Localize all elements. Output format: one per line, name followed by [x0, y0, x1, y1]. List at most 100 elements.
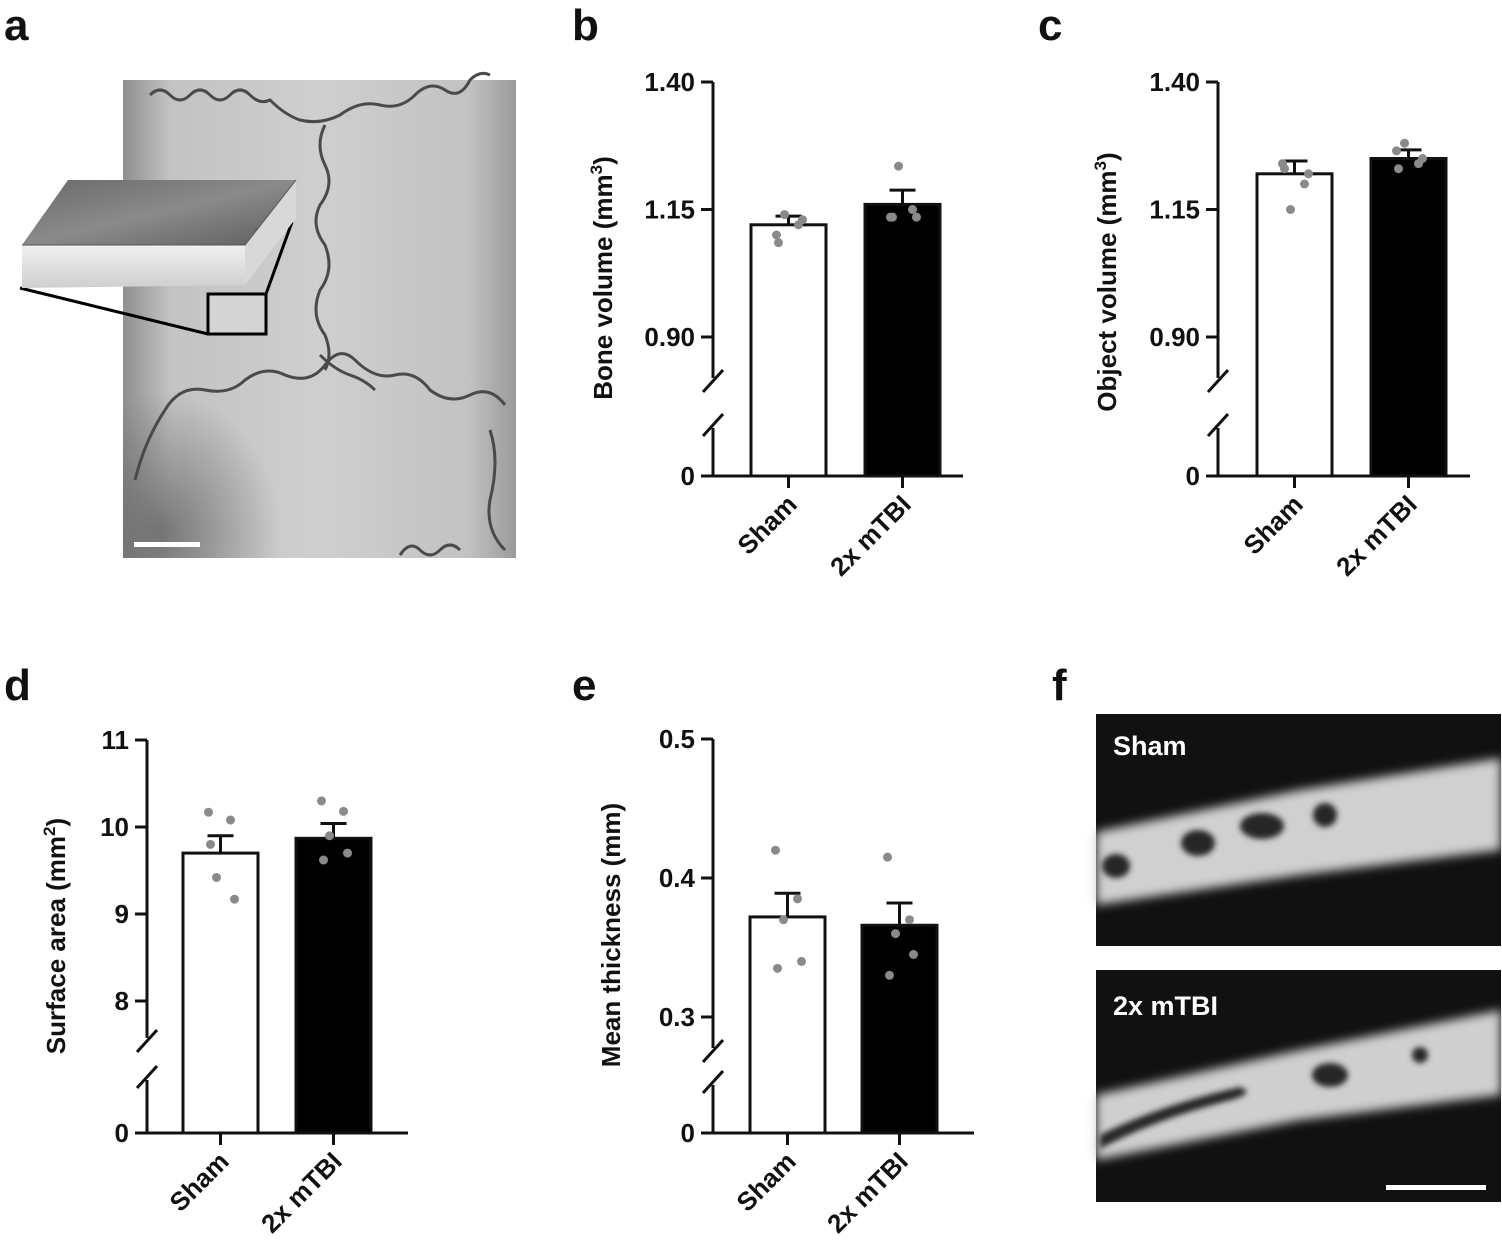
panel-label-b: b	[572, 1, 599, 50]
y-tick-label: 9	[115, 899, 129, 929]
data-point	[319, 855, 328, 865]
data-point	[1392, 146, 1401, 156]
chart-mean-thickness: 0.5 0.4 0.3 0 Sham 2x mTBI Mean thickness (mm)	[596, 724, 974, 1239]
data-point	[1418, 154, 1427, 163]
ct-label-mtbi: 2x mTBI	[1113, 991, 1218, 1021]
y-tick-label: 10	[100, 812, 129, 842]
data-point	[212, 872, 221, 882]
y-axis-title: Surface area (mm2)	[40, 818, 71, 1054]
data-point	[797, 956, 806, 966]
y-tick-label: 1.15	[644, 195, 695, 225]
y-tick-label: 0.3	[659, 1002, 695, 1032]
y-tick-label: 1.40	[1149, 67, 1200, 97]
data-point	[206, 839, 215, 849]
scale-bar-f	[1386, 1185, 1486, 1190]
data-point	[909, 949, 918, 959]
data-point	[1304, 169, 1313, 179]
data-point	[325, 831, 334, 841]
data-point	[343, 848, 352, 858]
panel-label-e: e	[572, 661, 596, 710]
data-point	[339, 806, 348, 816]
x-label-sham: Sham	[1237, 489, 1308, 560]
data-point	[894, 161, 903, 171]
inset-region	[206, 292, 268, 336]
panel-label-f: f	[1052, 661, 1067, 710]
data-point	[1300, 179, 1309, 189]
ct-image-sham: Sham	[1096, 714, 1501, 946]
axis-break-mark	[135, 1064, 159, 1090]
data-point	[891, 929, 900, 939]
data-point	[772, 230, 781, 240]
chart-bone-volume: 1.40 1.15 0.90 0 Sham 2x mTBI Bone volume (mm3…	[587, 67, 963, 582]
data-point	[905, 915, 914, 925]
data-point	[1280, 164, 1289, 174]
axis-break-mark	[701, 1038, 725, 1064]
ct-image-mtbi: 2x mTBI	[1096, 970, 1501, 1202]
bar-mtbi	[863, 202, 942, 478]
panel-label-a: a	[4, 1, 29, 50]
y-tick-label: 0.5	[659, 724, 695, 754]
data-point	[226, 815, 235, 825]
axis-break-mark	[701, 1069, 725, 1095]
y-tick-label: 0	[1186, 461, 1200, 491]
chart-surface-area: 11 10 9 8 0 Sham 2x mTBI Surface area (mm2)	[40, 725, 408, 1239]
y-tick-label: 0	[681, 461, 695, 491]
axis-break-mark	[701, 412, 725, 438]
data-point	[204, 807, 213, 817]
y-tick-label: 1.40	[644, 67, 695, 97]
x-label-mtbi: 2x mTBI	[1330, 489, 1423, 582]
y-tick-label: 8	[115, 986, 129, 1016]
data-point	[885, 970, 894, 980]
bar-sham	[1255, 172, 1334, 478]
bar-mtbi	[1369, 157, 1448, 478]
skull-image	[19, 71, 516, 558]
x-label-sham: Sham	[730, 1146, 801, 1217]
bar-mtbi	[860, 923, 939, 1135]
axis-break-mark	[135, 1028, 159, 1054]
x-label-mtbi: 2x mTBI	[824, 489, 917, 582]
data-point	[317, 796, 326, 806]
bar-sham	[181, 851, 260, 1135]
ct-label-sham: Sham	[1113, 731, 1187, 761]
x-label-sham: Sham	[163, 1146, 234, 1217]
bar-sham	[748, 915, 827, 1135]
axis-break-mark	[701, 368, 725, 394]
data-point	[1286, 205, 1295, 214]
y-tick-label: 0.4	[659, 863, 696, 893]
x-label-mtbi: 2x mTBI	[255, 1146, 348, 1239]
x-label-mtbi: 2x mTBI	[821, 1146, 914, 1239]
data-point	[793, 894, 802, 904]
axis-break-mark	[1206, 368, 1230, 394]
data-point	[230, 894, 239, 904]
panel-label-d: d	[4, 661, 31, 710]
bone-slab-3d	[22, 179, 297, 288]
y-tick-label: 0.90	[644, 322, 695, 352]
y-axis-title: Object volume (mm3)	[1091, 152, 1122, 411]
scale-bar-a	[134, 542, 200, 547]
axis-break-mark	[1206, 412, 1230, 438]
chart-object-volume: 1.40 1.15 0.90 0 Sham 2x mTBI Object volume (m…	[1091, 67, 1470, 582]
data-point	[1394, 164, 1403, 174]
data-point	[888, 212, 897, 222]
data-point	[774, 238, 783, 248]
data-point	[912, 212, 921, 222]
data-point	[771, 845, 780, 855]
y-tick-label: 0	[681, 1118, 695, 1148]
bar-mtbi	[294, 836, 373, 1135]
data-point	[773, 963, 782, 973]
data-point	[908, 205, 917, 214]
y-axis-title: Mean thickness (mm)	[596, 803, 626, 1067]
data-point	[780, 210, 789, 220]
data-point	[883, 852, 892, 862]
suture-lines	[133, 71, 507, 557]
panel-label-c: c	[1038, 1, 1062, 50]
bar-sham	[749, 223, 828, 478]
data-point	[798, 215, 807, 225]
y-tick-label: 1.15	[1149, 195, 1200, 225]
x-label-sham: Sham	[731, 489, 802, 560]
y-tick-label: 0.90	[1149, 322, 1200, 352]
data-point	[1400, 138, 1409, 148]
data-point	[779, 915, 788, 925]
y-tick-label: 0	[115, 1118, 129, 1148]
